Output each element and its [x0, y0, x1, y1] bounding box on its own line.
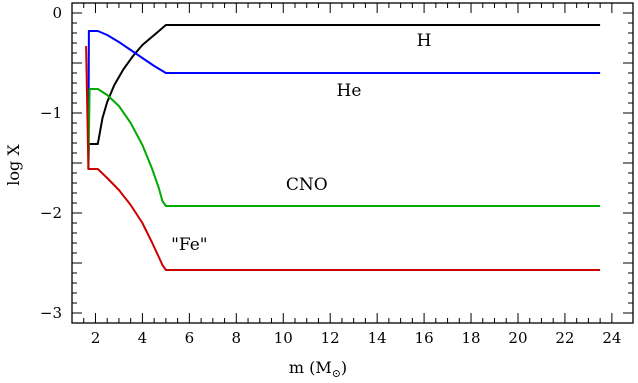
y-tick-label: 0: [52, 4, 62, 22]
series-lines: [85, 24, 601, 271]
x-tick-label: 24: [602, 329, 621, 347]
y-axis-label: log X: [4, 144, 23, 186]
series-label-3: "Fe": [171, 235, 208, 255]
y-tick-label: −2: [40, 204, 62, 222]
series-label-0: H: [417, 31, 432, 51]
x-tick-label: 22: [555, 329, 574, 347]
y-tick-label: −1: [40, 104, 62, 122]
x-tick-label: 6: [185, 329, 195, 347]
x-tick-label: 18: [461, 329, 480, 347]
ticks: [71, 2, 633, 324]
x-tick-label: 4: [138, 329, 148, 347]
x-tick-label: 8: [232, 329, 242, 347]
series-label-1: He: [337, 81, 362, 101]
series-line-0: [87, 24, 601, 170]
x-tick-label: 2: [91, 329, 101, 347]
series-line-3: [85, 45, 601, 271]
plot-frame: [71, 2, 634, 324]
tick-labels: 2 4 6 8 10 12 14 16 18 20 22 240−1−2−3: [40, 4, 622, 347]
x-tick-label: 20: [508, 329, 527, 347]
series-line-2: [87, 88, 601, 207]
series-labels: H He CNO "Fe": [171, 31, 431, 255]
x-tick-label: 12: [321, 329, 340, 347]
series-label-2: CNO: [286, 175, 328, 195]
series-line-1: [87, 30, 601, 164]
x-tick-label: 16: [415, 329, 434, 347]
y-tick-label: −3: [40, 304, 62, 322]
x-tick-label: 14: [368, 329, 387, 347]
x-tick-label: 10: [274, 329, 293, 347]
x-axis-label: m (M⊙): [289, 358, 347, 380]
